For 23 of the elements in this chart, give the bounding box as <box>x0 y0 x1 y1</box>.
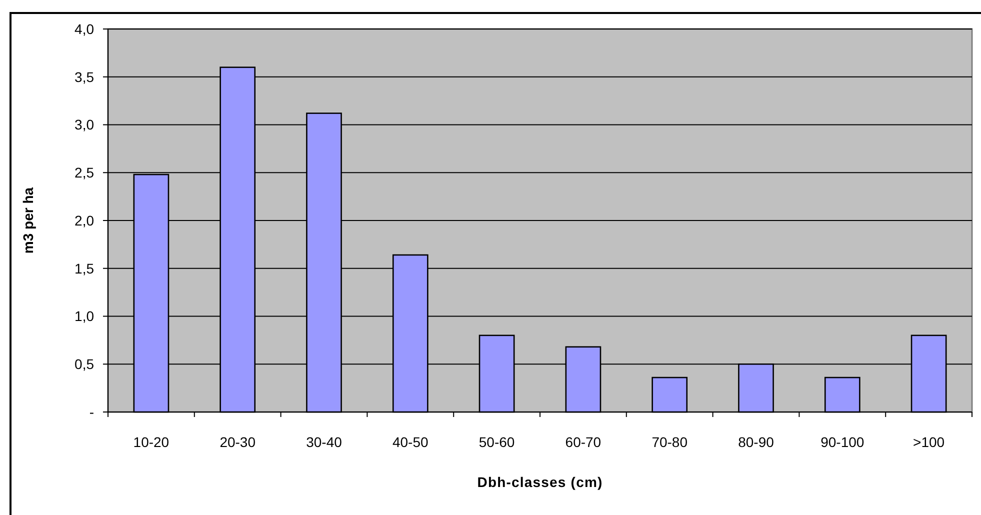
y-axis-title: m3 per ha <box>20 187 36 254</box>
bar <box>824 376 860 413</box>
y-tick-label: 4,0 <box>74 20 94 37</box>
y-tick-label: 2,0 <box>74 212 94 228</box>
x-tick-label: 50-60 <box>478 434 515 450</box>
x-tick-label: 80-90 <box>738 434 774 450</box>
x-tick-label: >100 <box>913 434 945 450</box>
bar <box>652 376 688 413</box>
x-axis-title: Dbh-classes (cm) <box>477 474 603 490</box>
x-tick-label: 70-80 <box>652 434 688 450</box>
y-tick-label: 3,0 <box>74 116 94 133</box>
x-tick-label: 90-100 <box>820 434 864 450</box>
y-tick-label: - <box>89 404 94 420</box>
y-tick-label: 0,5 <box>74 356 94 372</box>
y-tick-label: 1,5 <box>74 260 94 276</box>
y-tick-label: 1,0 <box>74 308 94 324</box>
y-tick-label: 3,5 <box>74 68 94 85</box>
x-tick-label: 10-20 <box>133 434 170 450</box>
x-tick-label: 20-30 <box>220 434 256 450</box>
x-tick-label: 40-50 <box>392 434 429 450</box>
x-tick-label: 30-40 <box>306 434 342 450</box>
y-tick-label: 2,5 <box>74 164 94 181</box>
x-tick-label: 60-70 <box>565 434 602 450</box>
